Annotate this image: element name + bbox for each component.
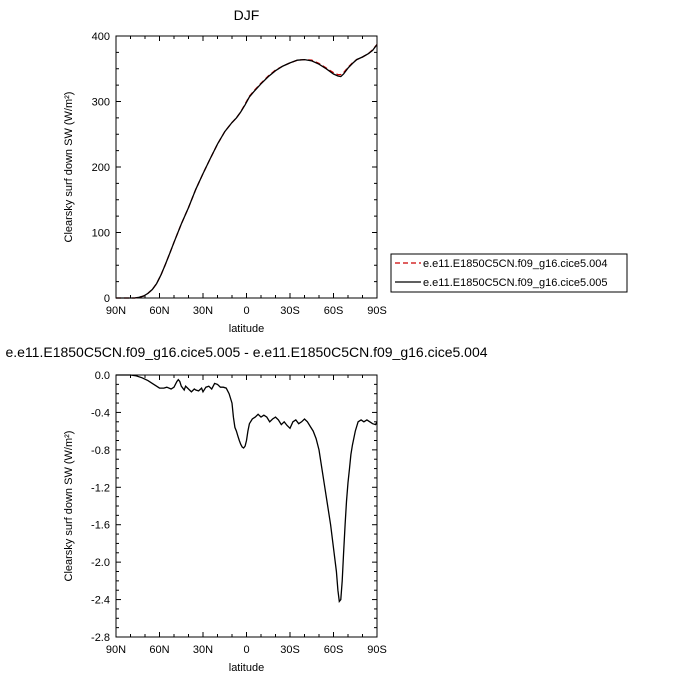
legend: e.e11.E1850C5CN.f09_g16.cice5.004 e.e11.E… (390, 253, 628, 293)
top-y-tick-label: 400 (92, 31, 110, 43)
bottom-y-tick-label: -1.6 (91, 520, 110, 532)
top-y-tick-label: 0 (104, 293, 110, 305)
top-x-tick-label: 30S (280, 305, 300, 317)
top-y-tick-label: 300 (92, 97, 110, 109)
bottom-plot-frame (115, 374, 378, 638)
bottom-x-axis-title: latitude (229, 662, 264, 674)
legend-label-1: e.e11.E1850C5CN.f09_g16.cice5.005 (423, 277, 608, 289)
bottom-x-tick-label: 30N (193, 644, 213, 656)
bottom-y-tick-label: -1.2 (91, 482, 110, 494)
bottom-x-tick-label: 90S (367, 644, 387, 656)
bottom-y-axis-title: Clearsky surf down SW (W/m²) (63, 431, 75, 582)
bottom-panel-difference: e.e11.E1850C5CN.f09_g16.cice5.005 - e.e1… (5, 344, 487, 674)
bottom-series-line-0 (116, 374, 378, 603)
top-series-line-1 (116, 44, 378, 299)
top-chart-title: DJF (234, 7, 260, 23)
top-x-tick-label: 0 (243, 305, 249, 317)
top-x-tick-label: 60S (324, 305, 344, 317)
bottom-x-tick-label: 60S (324, 644, 344, 656)
bottom-chart-title: e.e11.E1850C5CN.f09_g16.cice5.005 - e.e1… (5, 344, 487, 360)
bottom-y-tick-label: -2.8 (91, 632, 110, 644)
top-y-tick-label: 100 (92, 228, 110, 240)
top-x-tick-label: 30N (193, 305, 213, 317)
top-y-tick-label: 200 (92, 162, 110, 174)
top-y-axis-title: Clearsky surf down SW (W/m²) (63, 92, 75, 243)
bottom-y-tick-label: -2.4 (91, 595, 110, 607)
top-series-line-0 (116, 44, 378, 299)
legend-label-0: e.e11.E1850C5CN.f09_g16.cice5.004 (423, 258, 608, 270)
bottom-x-tick-label: 0 (243, 644, 249, 656)
legend-box (390, 253, 628, 293)
bottom-x-tick-label: 60N (149, 644, 169, 656)
top-x-tick-label: 90N (106, 305, 126, 317)
top-x-tick-label: 90S (367, 305, 387, 317)
bottom-y-tick-label: -0.4 (91, 407, 110, 419)
bottom-x-tick-label: 30S (280, 644, 300, 656)
bottom-y-tick-label: -0.8 (91, 445, 110, 457)
bottom-y-tick-label: -2.0 (91, 557, 110, 569)
bottom-y-tick-label: 0.0 (95, 370, 110, 382)
bottom-x-tick-label: 90N (106, 644, 126, 656)
top-x-axis-title: latitude (229, 323, 264, 335)
top-panel-djf: DJF 90N 60N 30N 0 30S 60S 90S 0 100 200 300 400 latit… (63, 7, 387, 335)
top-x-tick-label: 60N (149, 305, 169, 317)
